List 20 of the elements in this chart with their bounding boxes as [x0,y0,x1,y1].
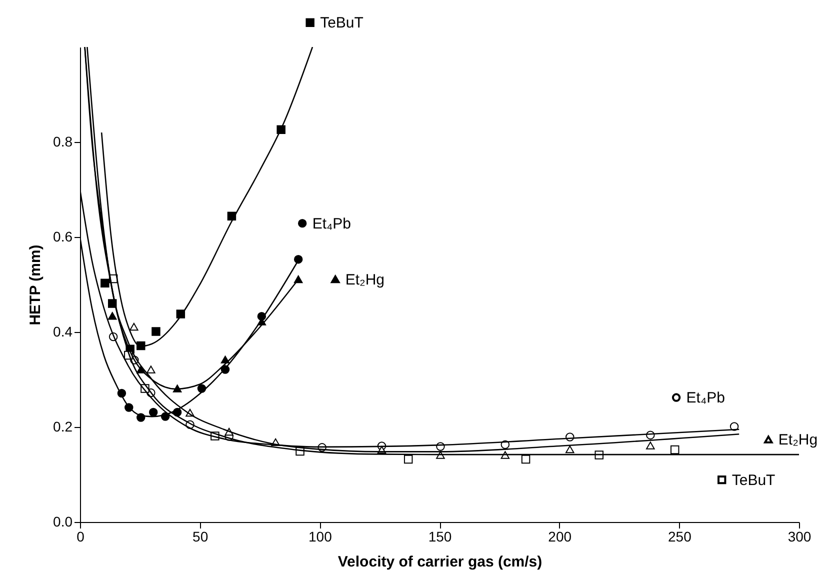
x-tick-label: 300 [788,528,812,544]
x-tick-label: 100 [308,528,332,544]
y-tick-label: 0.6 [53,228,73,244]
y-tick-label: 0.0 [53,514,73,530]
x-tick-label: 50 [192,528,208,544]
legend-label: Et₄Pb [686,390,725,407]
x-axis-title: Velocity of carrier gas (cm/s) [338,554,542,570]
y-tick-label: 0.2 [53,418,73,434]
legend-label: Et₄Pb [312,215,351,232]
legend-label: TeBuT [732,472,776,489]
y-tick-label: 0.4 [53,324,73,340]
x-tick-label: 150 [428,528,452,544]
y-tick-label: 0.8 [53,134,73,150]
legend-label: Et₂Hg [345,271,385,288]
y-axis-title: HETP (mm) [27,244,44,326]
x-tick-label: 0 [76,528,85,544]
x-tick-label: 250 [668,528,692,544]
legend-label: TeBuT [320,14,364,32]
x-tick-label: 200 [548,528,572,544]
legend-label: Et₂Hg [778,432,818,449]
